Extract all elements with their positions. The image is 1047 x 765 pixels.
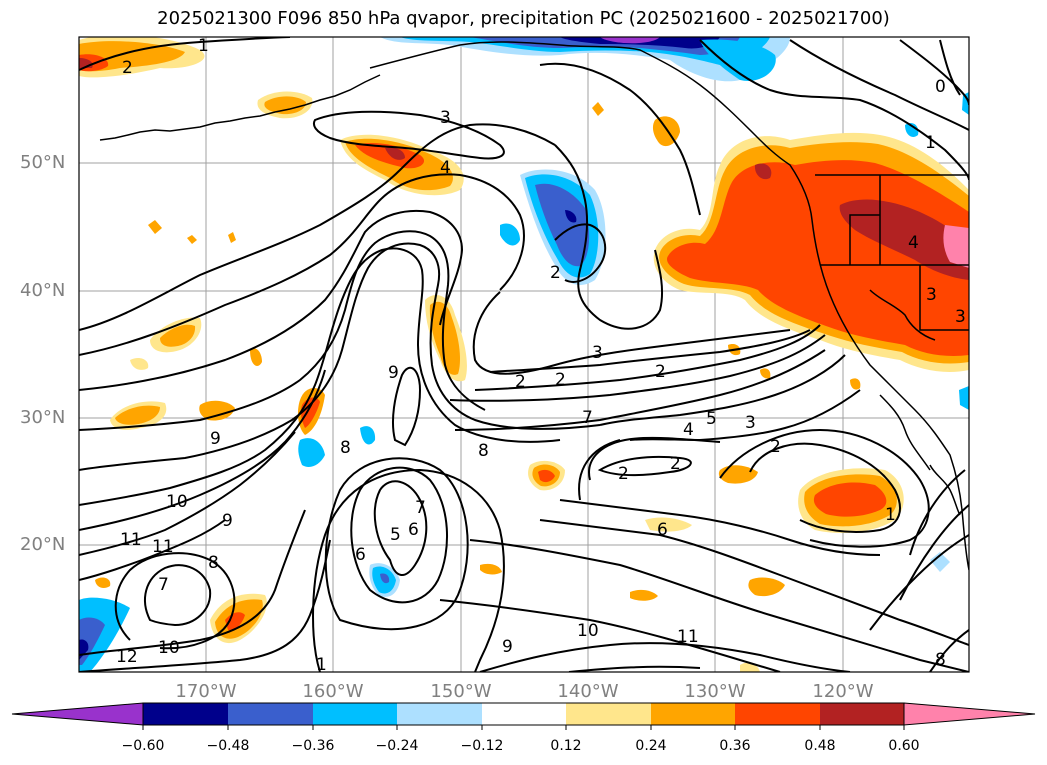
colorbar-segment <box>143 703 228 725</box>
contour-label: 4 <box>908 233 919 253</box>
contour-label: 12 <box>116 647 138 667</box>
contour-label: 4 <box>440 158 451 178</box>
contour-label: 7 <box>158 575 169 595</box>
lat-label-40n: 40°N <box>20 280 66 301</box>
colorbar-tick-label: −0.12 <box>460 738 504 754</box>
contour-label: 10 <box>158 638 180 658</box>
colorbar-tick-label: −0.24 <box>375 738 419 754</box>
contour-label: 10 <box>166 492 188 512</box>
lon-label-140w: 140°W <box>557 681 619 702</box>
colorbar-tick-label: 0.36 <box>719 738 751 754</box>
contour-label: 3 <box>592 343 603 363</box>
contour-label: 2 <box>515 372 526 392</box>
colorbar-segment <box>482 703 566 725</box>
contour-label: 6 <box>408 520 419 540</box>
contour-label: 2 <box>618 464 629 484</box>
contour-label: 5 <box>390 525 401 545</box>
colorbar-tick-label: −0.36 <box>291 738 335 754</box>
qvapor-contours <box>79 37 969 672</box>
colorbar-segment <box>735 703 820 725</box>
contour-label: 1 <box>316 655 327 675</box>
contour-label: 0 <box>935 77 946 97</box>
lat-label-20n: 20°N <box>20 534 66 555</box>
contour-label: 2 <box>670 454 681 474</box>
contour-label: 3 <box>745 413 756 433</box>
contour-label: 11 <box>120 530 142 550</box>
lon-label-160w: 160°W <box>302 681 364 702</box>
gridlines <box>79 37 969 672</box>
colorbar-segment <box>397 703 482 725</box>
contour-label: 7 <box>415 498 426 518</box>
contour-label: 2 <box>550 263 561 283</box>
contour-label: 10 <box>577 621 599 641</box>
lon-label-150w: 150°W <box>430 681 492 702</box>
colorbar-segment <box>228 703 313 725</box>
contour-label: 2 <box>122 58 133 78</box>
contour-label: 3 <box>955 307 966 327</box>
contour-label: 9 <box>222 511 233 531</box>
colorbar-tick-label: −0.60 <box>121 738 165 754</box>
colorbar-tick-label: 0.60 <box>888 738 920 754</box>
contour-label: 7 <box>582 408 593 428</box>
contour-label: 8 <box>340 438 351 458</box>
colorbar-tick-label: 0.48 <box>804 738 836 754</box>
colorbar-extend-low <box>11 702 144 726</box>
colorbar <box>11 702 1036 730</box>
colorbar-segment <box>820 703 904 725</box>
colorbar-tick-label: 0.12 <box>550 738 582 754</box>
contour-label: 5 <box>706 409 717 429</box>
colorbar-tick-label: 0.24 <box>635 738 667 754</box>
colorbar-tick-label: −0.48 <box>206 738 250 754</box>
map-panel: 1 2 3 4 2 3 9 2 2 2 3 4 5 7 8 8 2 2 2 6 … <box>79 36 969 675</box>
colorbar-extend-high <box>903 702 1036 726</box>
contour-label: 3 <box>440 108 451 128</box>
colorbar-segment <box>566 703 651 725</box>
contour-label: 2 <box>770 437 781 457</box>
colorbar-segment <box>313 703 397 725</box>
lon-label-130w: 130°W <box>684 681 746 702</box>
contour-labels: 1 2 3 4 2 3 9 2 2 2 3 4 5 7 8 8 2 2 2 6 … <box>116 36 966 675</box>
contour-label: 8 <box>208 553 219 573</box>
lat-label-50n: 50°N <box>20 152 66 173</box>
lat-label-30n: 30°N <box>20 407 66 428</box>
contour-label: 6 <box>657 520 668 540</box>
contour-label: 11 <box>152 537 174 557</box>
lon-label-120w: 120°W <box>812 681 874 702</box>
contour-label: 4 <box>683 420 694 440</box>
contour-label: 11 <box>677 627 699 647</box>
contour-label: 1 <box>885 505 896 525</box>
figure-title: 2025021300 F096 850 hPa qvapor, precipit… <box>157 8 890 29</box>
map-frame <box>78 36 970 673</box>
colorbar-segment <box>651 703 735 725</box>
contour-label: 3 <box>926 285 937 305</box>
contour-label: 2 <box>555 370 566 390</box>
contour-label: 1 <box>925 133 936 153</box>
contour-label: 1 <box>198 36 209 56</box>
contour-label: 9 <box>502 637 513 657</box>
contour-label: 6 <box>355 545 366 565</box>
contour-label: 2 <box>655 362 666 382</box>
lon-label-170w: 170°W <box>175 681 237 702</box>
contour-label: 9 <box>210 429 221 449</box>
contour-label: 9 <box>388 363 399 383</box>
contour-label: 8 <box>935 650 946 670</box>
coastlines <box>99 41 969 571</box>
contour-label: 8 <box>478 441 489 461</box>
